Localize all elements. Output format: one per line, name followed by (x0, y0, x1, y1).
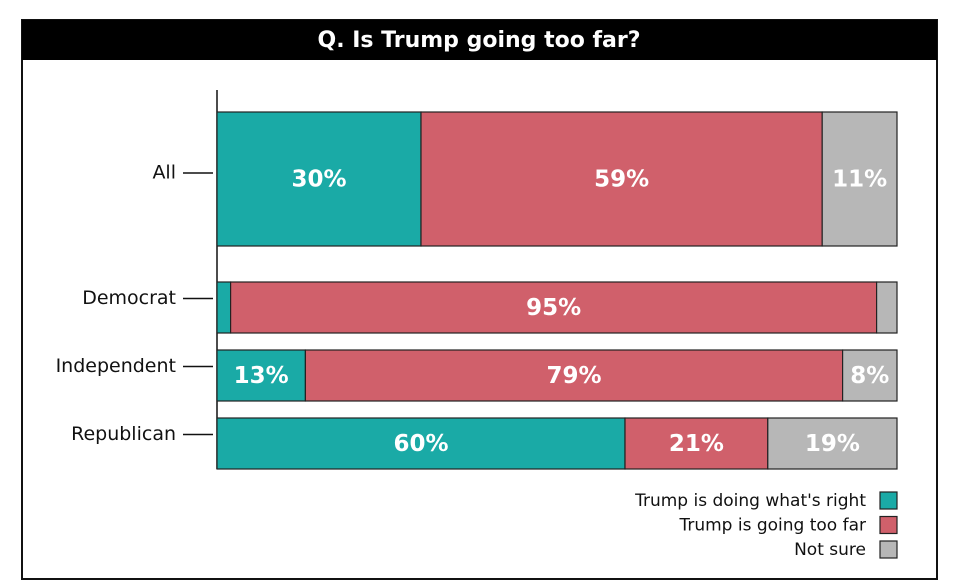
chart-title: Q. Is Trump going too far? (318, 28, 641, 53)
value-label: 8% (850, 363, 889, 389)
legend-label: Trump is doing what's right (634, 491, 866, 511)
bar-segment (230, 281, 878, 334)
legend-swatch (879, 515, 898, 535)
bar-segment (841, 349, 898, 402)
bar-segment (767, 417, 898, 470)
legend-label: Trump is going too far (678, 516, 866, 536)
category-label: Democrat (82, 287, 176, 309)
category-label: All (152, 162, 176, 184)
value-label: 21% (669, 431, 724, 457)
category-label: Independent (56, 355, 176, 377)
value-label: 59% (594, 167, 649, 193)
legend-swatch (879, 540, 898, 559)
bar-segment (875, 281, 898, 334)
value-label: 30% (291, 167, 346, 193)
bar-segment (420, 111, 823, 247)
bar-segment (216, 349, 307, 402)
bar-segment (216, 111, 422, 247)
bar-segment (216, 281, 232, 334)
value-label: 11% (832, 167, 887, 193)
category-label: Republican (71, 423, 176, 445)
legend-label: Not sure (794, 540, 866, 560)
title-bar (22, 20, 937, 60)
value-label: 79% (546, 363, 601, 389)
bar-segment (821, 111, 898, 247)
value-label: 13% (234, 363, 289, 389)
value-label: 95% (526, 295, 581, 321)
value-label: 60% (393, 431, 448, 457)
bar-segment (216, 417, 626, 470)
value-label: 19% (805, 431, 860, 457)
legend-swatch (879, 491, 898, 510)
